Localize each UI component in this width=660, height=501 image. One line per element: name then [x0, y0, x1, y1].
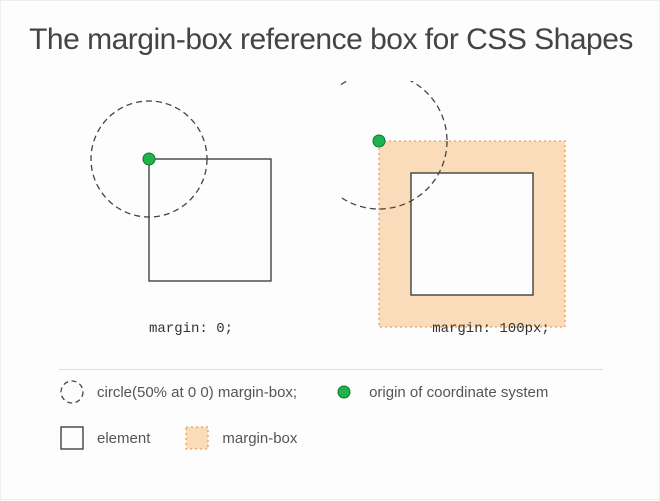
dashed-circle-icon [59, 379, 85, 405]
legend-label: origin of coordinate system [369, 384, 548, 401]
square-icon [59, 425, 85, 451]
element-box [149, 159, 271, 281]
caption-right: margin: 100px; [401, 321, 581, 337]
origin-dot [143, 153, 155, 165]
legend-item-margin-box: margin-box [184, 425, 297, 451]
legend-label: circle(50% at 0 0) margin-box; [97, 384, 297, 401]
legend-item-circle: circle(50% at 0 0) margin-box; [59, 379, 297, 405]
diagram-margin-100 [339, 81, 619, 331]
legend-item-element: element [59, 425, 150, 451]
legend-item-origin: origin of coordinate system [331, 379, 548, 405]
margin-box-icon [184, 425, 210, 451]
diagram-margin-zero [71, 81, 331, 331]
origin-dot [373, 135, 385, 147]
legend-label: margin-box [222, 430, 297, 447]
diagram-area [1, 81, 660, 331]
page-title: The margin-box reference box for CSS Sha… [1, 23, 660, 57]
legend: circle(50% at 0 0) margin-box; origin of… [59, 379, 603, 471]
origin-dot-icon [331, 379, 357, 405]
divider [59, 369, 603, 370]
caption-left: margin: 0; [101, 321, 281, 337]
legend-label: element [97, 430, 150, 447]
element-box [411, 173, 533, 295]
